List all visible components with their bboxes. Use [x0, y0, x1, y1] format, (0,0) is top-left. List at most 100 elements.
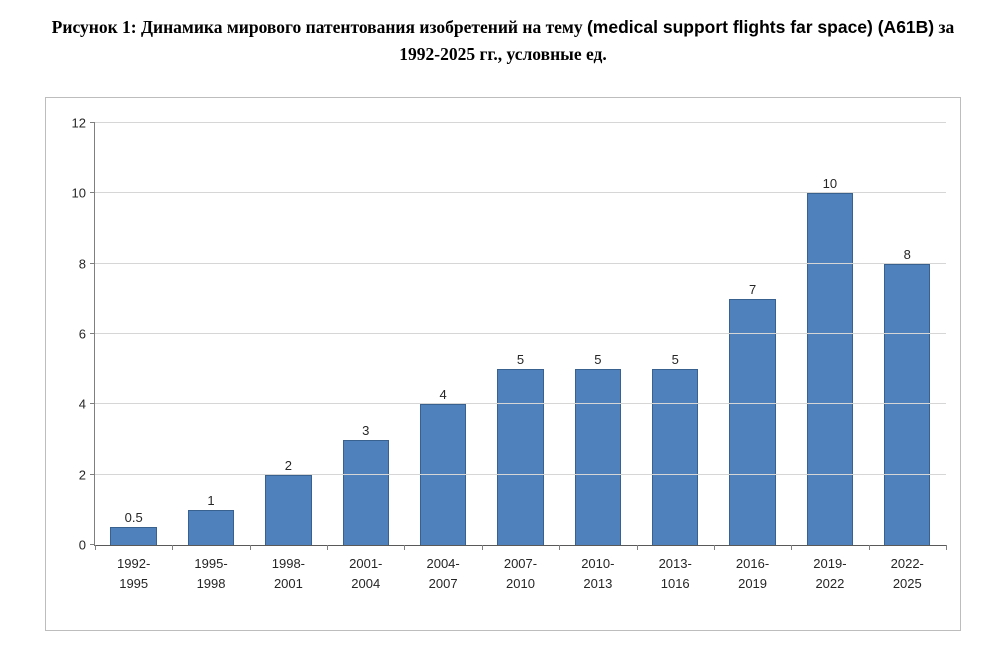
bar-value-label: 0.5: [124, 510, 143, 526]
gridline: [95, 403, 946, 405]
y-axis-tick: [90, 122, 95, 123]
y-axis-tick: [90, 262, 95, 264]
gridline: [95, 333, 946, 334]
figure-title-suffix: за 1992-2025 гг., условные ед.: [399, 17, 955, 65]
x-axis-label: 1995- 1998: [172, 554, 249, 593]
x-axis-label: 1992- 1995: [95, 554, 172, 593]
x-axis-tick: [249, 545, 251, 550]
bar: [419, 404, 467, 545]
x-axis-label: 2007- 2010: [482, 554, 559, 593]
x-axis-label-line2: 2013: [583, 575, 613, 591]
x-axis-label-line2: 2022: [815, 575, 845, 591]
x-axis-label-line1: 2016-: [735, 556, 770, 571]
bar: [651, 369, 699, 545]
bar-cell: 10: [791, 123, 868, 545]
y-axis-tick: [90, 544, 95, 545]
x-axis-label: 2022- 2025: [869, 554, 946, 593]
y-axis-label: 6: [78, 326, 86, 342]
bar: [729, 298, 776, 545]
bar-cell: 3: [327, 123, 404, 545]
x-axis-label-line1: 1992-: [117, 556, 151, 571]
x-axis-label: 2004- 2007: [404, 554, 481, 593]
x-axis-label: 2001- 2004: [327, 554, 404, 593]
x-axis-tick: [481, 545, 483, 550]
figure-title-latin: (medical support flights far space) (A61…: [586, 17, 935, 37]
bar-cell: 5: [559, 123, 636, 545]
x-axis-label-line2: 2025: [892, 575, 922, 591]
bar-value-label: 5: [516, 352, 525, 368]
bar: [110, 527, 157, 545]
bar: [187, 509, 235, 545]
y-axis-tick: [90, 333, 95, 334]
gridline: [95, 122, 946, 123]
x-axis-labels: 1992- 1995 1995- 1998 1998- 2001 2001- 2004 2004…: [95, 554, 946, 593]
bar: [342, 439, 389, 545]
bar-value-label: 4: [439, 387, 447, 403]
bar-cell: 5: [482, 123, 559, 545]
y-axis-tick: [90, 473, 95, 475]
bar: [806, 193, 854, 545]
x-axis-label-line2: 2001: [273, 575, 303, 591]
bar-cell: 8: [869, 123, 946, 545]
bar-value-label: 1: [207, 492, 215, 508]
x-axis-tick: [636, 545, 638, 550]
x-axis-label: 2010- 2013: [559, 554, 636, 593]
x-axis-tick: [713, 545, 715, 550]
bar-value-label: 5: [594, 352, 602, 368]
y-axis-label: 8: [78, 256, 86, 272]
x-axis-label-line1: 2001-: [349, 556, 383, 571]
y-axis-label: 4: [78, 396, 86, 412]
x-axis-label: 2013- 1016: [637, 554, 714, 593]
x-axis-label-line2: 2019: [738, 575, 768, 591]
bar-value-label: 5: [671, 352, 679, 368]
x-axis-tick: [791, 545, 793, 550]
gridline: [95, 192, 946, 194]
x-axis-label-line2: 1998: [196, 575, 226, 591]
bar: [265, 474, 312, 545]
bar-cell: 7: [714, 123, 791, 545]
bar: [574, 369, 622, 545]
x-axis-tick: [172, 545, 174, 550]
figure-title-prefix: Рисунок 1: Динамика мирового патентовани…: [51, 17, 587, 37]
y-axis-tick: [90, 192, 95, 194]
x-axis-label: 2016- 2019: [714, 554, 791, 593]
y-axis-tick: [90, 403, 95, 405]
gridline: [95, 473, 946, 475]
x-axis-label-line1: 2004-: [426, 556, 460, 571]
y-axis-label: 2: [78, 467, 86, 483]
x-axis-tick: [327, 545, 329, 550]
y-axis-label: 12: [71, 115, 86, 131]
bar-value-label: 8: [903, 246, 911, 262]
x-axis-label-line1: 1998-: [271, 556, 306, 571]
x-axis-tick: [868, 545, 870, 550]
x-axis-label: 2019- 2022: [791, 554, 868, 593]
x-axis-label-line1: 1995-: [194, 556, 228, 571]
bar-value-label: 2: [284, 457, 293, 473]
x-axis-tick: [404, 545, 406, 550]
bar-value-label: 7: [748, 281, 757, 297]
bar-cell: 1: [172, 123, 249, 545]
bar-cell: 5: [637, 123, 714, 545]
y-axis-label: 10: [71, 185, 86, 201]
x-axis-label: 1998- 2001: [250, 554, 327, 593]
x-axis-label-line2: 2007: [428, 575, 458, 591]
x-axis-tick: [946, 545, 947, 550]
plot-area: 0.5 1 2 3 4 5 5 5 7 10 8 1992- 1995 1995- 1998 1998- 20…: [72, 116, 947, 591]
x-axis-tick: [95, 545, 96, 550]
x-axis-label-line2: 1995: [119, 575, 149, 591]
x-axis-tick: [559, 545, 561, 550]
bar-value-label: 10: [822, 176, 838, 192]
bar-cell: 0.5: [95, 123, 172, 545]
bar: [497, 369, 544, 545]
figure-title: Рисунок 1: Динамика мирового патентовани…: [38, 0, 968, 68]
x-axis-label-line1: 2010-: [581, 556, 615, 571]
bar-cell: 2: [250, 123, 327, 545]
y-axis-label: 0: [78, 537, 86, 553]
bar-value-label: 3: [362, 422, 370, 438]
x-axis-label-line1: 2013-: [658, 556, 692, 571]
chart-container: 0.5 1 2 3 4 5 5 5 7 10 8 1992- 1995 1995- 1998 1998- 20…: [45, 97, 961, 631]
x-axis-label-line2: 2004: [351, 575, 381, 591]
x-axis-label-line2: 1016: [660, 575, 690, 591]
x-axis-label-line1: 2022-: [890, 556, 924, 571]
